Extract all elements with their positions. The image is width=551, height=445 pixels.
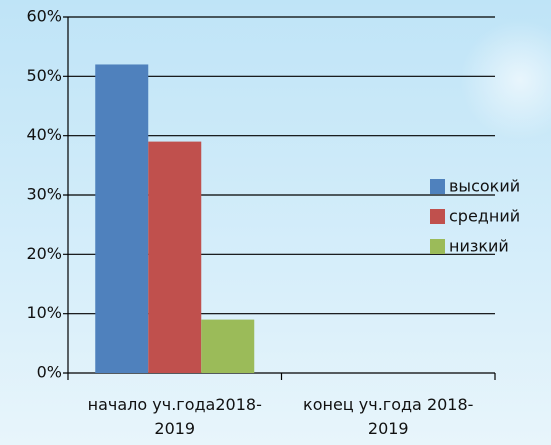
y-tick-label: 20%	[26, 244, 62, 263]
y-tick-label: 60%	[26, 7, 62, 26]
bar	[95, 64, 149, 373]
y-tick-label: 0%	[37, 363, 62, 382]
y-tick-label: 40%	[26, 125, 62, 144]
x-tick-label: начало уч.года2018-2019	[87, 395, 262, 438]
legend-label: низкий	[449, 237, 509, 256]
x-tick-label: конец уч.года 2018-2019	[303, 395, 474, 438]
bar	[201, 319, 255, 373]
y-tick-label: 50%	[26, 66, 62, 85]
legend-label: высокий	[449, 177, 520, 196]
legend-swatch	[430, 209, 445, 224]
y-tick-label: 30%	[26, 185, 62, 204]
legend-label: средний	[449, 207, 520, 226]
y-tick-label: 10%	[26, 303, 62, 322]
bar	[148, 141, 202, 373]
legend-swatch	[430, 179, 445, 194]
legend-swatch	[430, 239, 445, 254]
